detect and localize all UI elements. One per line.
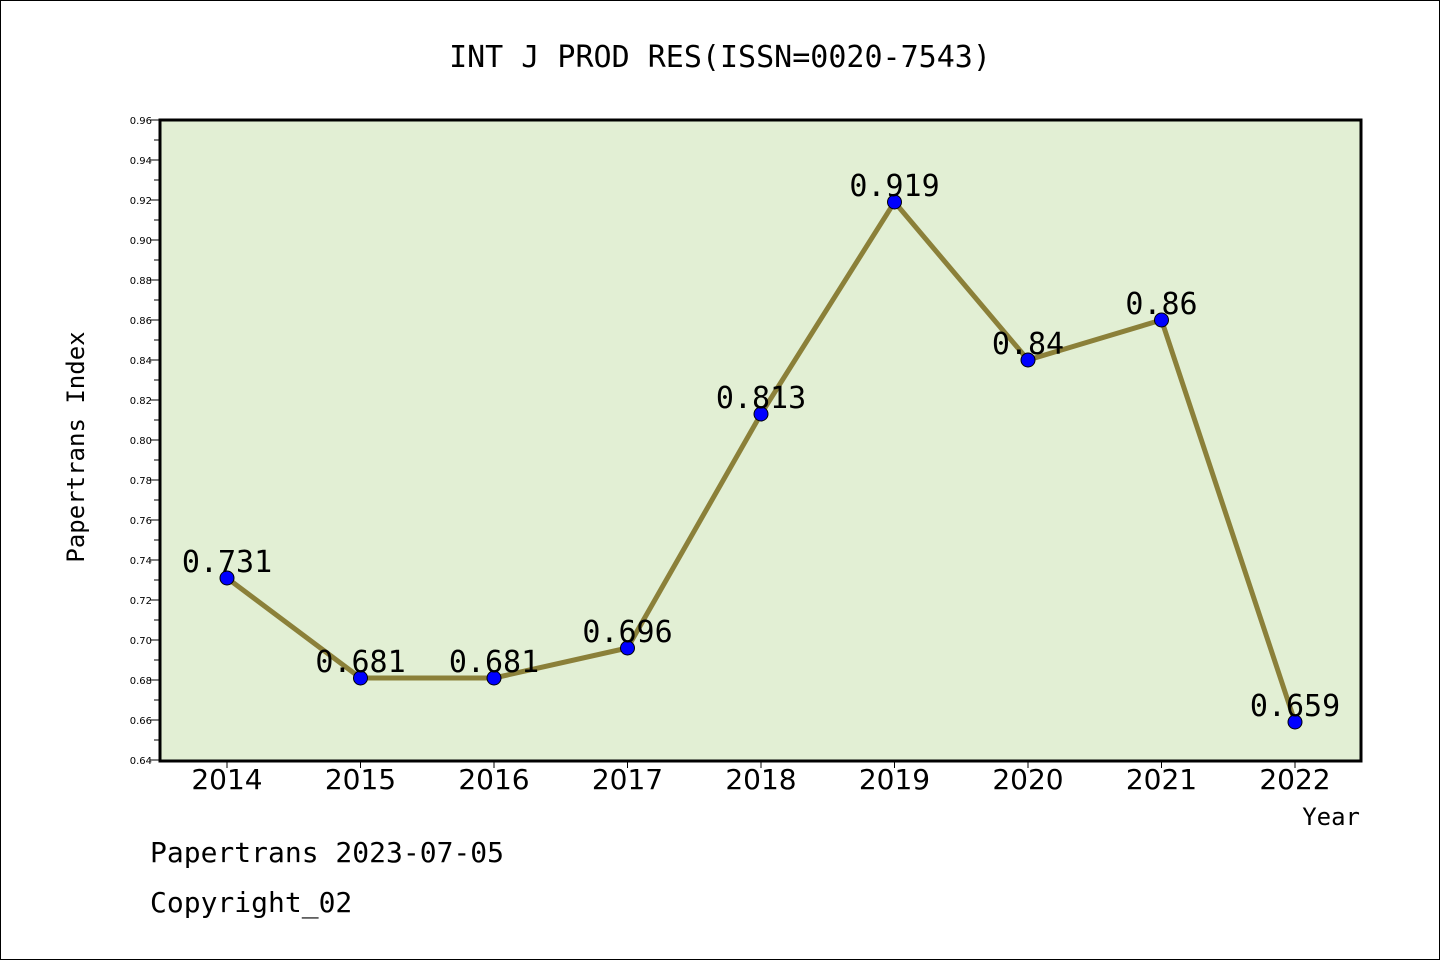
y-tick-label: 0.78 [130, 476, 152, 487]
x-tick-label: 2021 [1126, 763, 1197, 796]
data-label: 0.681 [315, 645, 405, 680]
plot-area [158, 118, 1363, 763]
data-label: 0.84 [992, 327, 1064, 362]
chart-title: INT J PROD RES(ISSN=0020-7543) [449, 40, 991, 75]
data-markers [219, 194, 1303, 730]
y-tick-label: 0.92 [130, 196, 152, 207]
y-tick-label: 0.94 [130, 156, 152, 167]
data-labels: 0.731 0.681 0.681 0.696 0.813 0.919 0.84 0.86 0.… [182, 169, 1340, 724]
data-point [887, 194, 902, 210]
y-tick-label: 0.88 [130, 276, 152, 287]
data-label: 0.659 [1250, 689, 1340, 724]
x-tick-label: 2022 [1259, 763, 1330, 796]
y-tick-label: 0.90 [130, 236, 152, 247]
x-tick-label: 2020 [992, 763, 1063, 796]
y-tick-label: 0.82 [130, 396, 152, 407]
x-tick-label: 2017 [592, 763, 663, 796]
y-tick-label: 0.70 [130, 636, 152, 647]
y-tick-label: 0.96 [130, 116, 152, 127]
y-axis-title: Papertrans Index [62, 331, 90, 562]
x-tick-label: 2019 [859, 763, 930, 796]
y-tick-label: 0.66 [130, 716, 152, 727]
y-tick-label: 0.86 [130, 316, 152, 327]
x-tick-label: 2014 [191, 763, 262, 796]
data-point [486, 670, 502, 686]
y-tick-label: 0.74 [130, 556, 152, 567]
y-tick-label: 0.84 [130, 356, 152, 367]
y-tick-label: 0.64 [130, 756, 152, 767]
data-point [1154, 312, 1169, 328]
data-point [219, 570, 235, 586]
source-date-text: Papertrans 2023-07-05 [150, 836, 505, 869]
y-tick-label: 0.72 [130, 596, 152, 607]
data-label: 0.696 [582, 615, 672, 650]
y-tick-label: 0.68 [130, 676, 152, 687]
copyright-text: Copyright_02 [150, 886, 353, 919]
data-point [1287, 714, 1303, 730]
x-tick-label: 2018 [725, 763, 796, 796]
data-label: 0.681 [449, 645, 539, 680]
data-label: 0.731 [182, 545, 272, 580]
x-axis: 2014 2015 2016 2017 2018 2019 2020 2021 2022 [191, 760, 1331, 796]
data-label: 0.919 [849, 169, 939, 204]
data-label: 0.86 [1125, 287, 1197, 322]
y-tick-label: 0.76 [130, 516, 152, 527]
y-axis: 0.64 0.66 0.68 0.70 0.72 0.74 0.76 0.78 0.80 0.82… [130, 116, 160, 767]
data-point [753, 406, 769, 422]
data-label: 0.813 [716, 381, 806, 416]
data-point [620, 640, 635, 656]
y-tick-label: 0.80 [130, 436, 152, 447]
x-tick-label: 2016 [458, 763, 529, 796]
x-tick-label: 2015 [325, 763, 396, 796]
data-point [353, 670, 368, 686]
x-axis-title: Year [1302, 803, 1360, 831]
data-point [1020, 352, 1036, 368]
